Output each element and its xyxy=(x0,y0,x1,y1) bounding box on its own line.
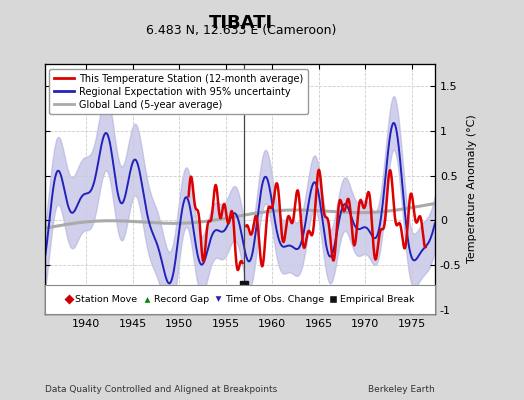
Text: 6.483 N, 12.633 E (Cameroon): 6.483 N, 12.633 E (Cameroon) xyxy=(146,24,336,37)
Text: Berkeley Earth: Berkeley Earth xyxy=(368,385,435,394)
Text: TIBATI: TIBATI xyxy=(209,14,273,32)
Text: Data Quality Controlled and Aligned at Breakpoints: Data Quality Controlled and Aligned at B… xyxy=(45,385,277,394)
Legend: Station Move, Record Gap, Time of Obs. Change, Empirical Break: Station Move, Record Gap, Time of Obs. C… xyxy=(63,293,417,306)
Y-axis label: Temperature Anomaly (°C): Temperature Anomaly (°C) xyxy=(467,115,477,263)
Legend: This Temperature Station (12-month average), Regional Expectation with 95% uncer: This Temperature Station (12-month avera… xyxy=(49,69,308,114)
